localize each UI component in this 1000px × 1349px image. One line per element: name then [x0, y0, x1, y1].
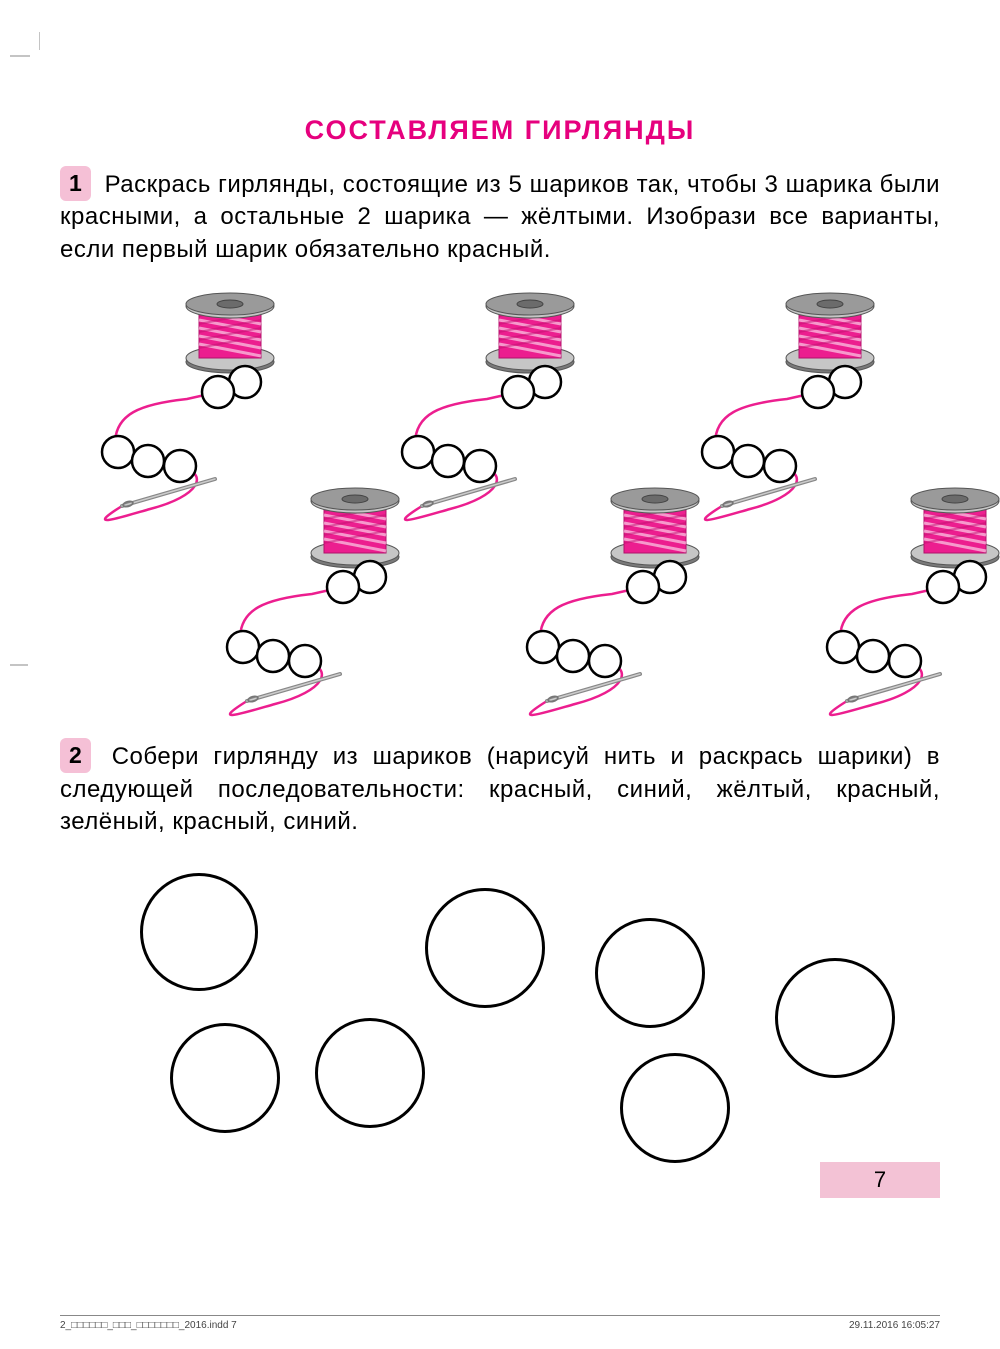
- task-2-text: Собери гирлянду из шариков (нарисуй нить…: [60, 743, 940, 835]
- task-1-text: Раскрась гирлянды, состоящие из 5 шарико…: [60, 171, 940, 263]
- spool-garland-icon: [485, 479, 775, 739]
- print-footer: 2_□□□□□□_□□□_□□□□□□□_2016.indd 7 29.11.2…: [60, 1315, 940, 1331]
- empty-bead-circle: [775, 958, 895, 1078]
- crop-mark-top-left: [10, 32, 40, 62]
- empty-bead-circle: [425, 888, 545, 1008]
- spool-unit: [185, 479, 465, 729]
- empty-circles-area: [60, 858, 940, 1168]
- empty-bead-circle: [620, 1053, 730, 1163]
- empty-bead-circle: [170, 1023, 280, 1133]
- crop-mark-left: [10, 660, 30, 670]
- empty-bead-circle: [595, 918, 705, 1028]
- spool-garland-icon: [785, 479, 1000, 739]
- task-1-number: 1: [60, 166, 91, 201]
- task-2: 2 Собери гирлянду из шариков (нарисуй ни…: [60, 738, 940, 838]
- task-1: 1 Раскрась гирлянды, состоящие из 5 шари…: [60, 166, 940, 266]
- empty-bead-circle: [140, 873, 258, 991]
- page-number: 7: [820, 1162, 940, 1198]
- empty-bead-circle: [315, 1018, 425, 1128]
- spool-unit: [785, 479, 1000, 729]
- spool-garland-icon: [185, 479, 475, 739]
- garland-diagram-area: [60, 284, 940, 734]
- footer-right: 29.11.2016 16:05:27: [849, 1320, 940, 1331]
- task-2-number: 2: [60, 738, 91, 773]
- page-title: СОСТАВЛЯЕМ ГИРЛЯНДЫ: [60, 115, 940, 146]
- footer-left: 2_□□□□□□_□□□_□□□□□□□_2016.indd 7: [60, 1320, 237, 1331]
- spool-unit: [485, 479, 765, 729]
